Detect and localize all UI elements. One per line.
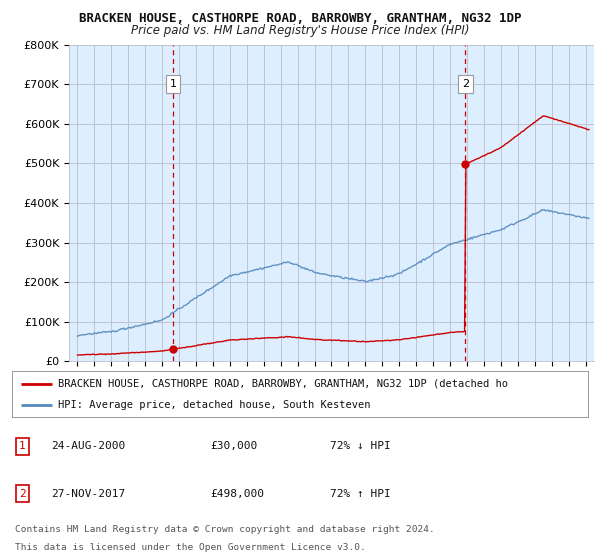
Text: £30,000: £30,000 <box>210 441 257 451</box>
Text: 24-AUG-2000: 24-AUG-2000 <box>51 441 125 451</box>
Text: 1: 1 <box>19 441 26 451</box>
Text: This data is licensed under the Open Government Licence v3.0.: This data is licensed under the Open Gov… <box>15 543 366 552</box>
Text: 72% ↓ HPI: 72% ↓ HPI <box>330 441 391 451</box>
Text: BRACKEN HOUSE, CASTHORPE ROAD, BARROWBY, GRANTHAM, NG32 1DP (detached ho: BRACKEN HOUSE, CASTHORPE ROAD, BARROWBY,… <box>58 379 508 389</box>
Text: Price paid vs. HM Land Registry's House Price Index (HPI): Price paid vs. HM Land Registry's House … <box>131 24 469 37</box>
Bar <box>173 45 465 361</box>
Text: HPI: Average price, detached house, South Kesteven: HPI: Average price, detached house, Sout… <box>58 400 371 410</box>
Text: £498,000: £498,000 <box>210 489 264 499</box>
Text: 72% ↑ HPI: 72% ↑ HPI <box>330 489 391 499</box>
Text: 27-NOV-2017: 27-NOV-2017 <box>51 489 125 499</box>
Text: Contains HM Land Registry data © Crown copyright and database right 2024.: Contains HM Land Registry data © Crown c… <box>15 525 435 534</box>
Text: BRACKEN HOUSE, CASTHORPE ROAD, BARROWBY, GRANTHAM, NG32 1DP: BRACKEN HOUSE, CASTHORPE ROAD, BARROWBY,… <box>79 12 521 25</box>
Text: 2: 2 <box>462 80 469 90</box>
Text: 1: 1 <box>170 80 176 90</box>
Text: 2: 2 <box>19 489 26 499</box>
